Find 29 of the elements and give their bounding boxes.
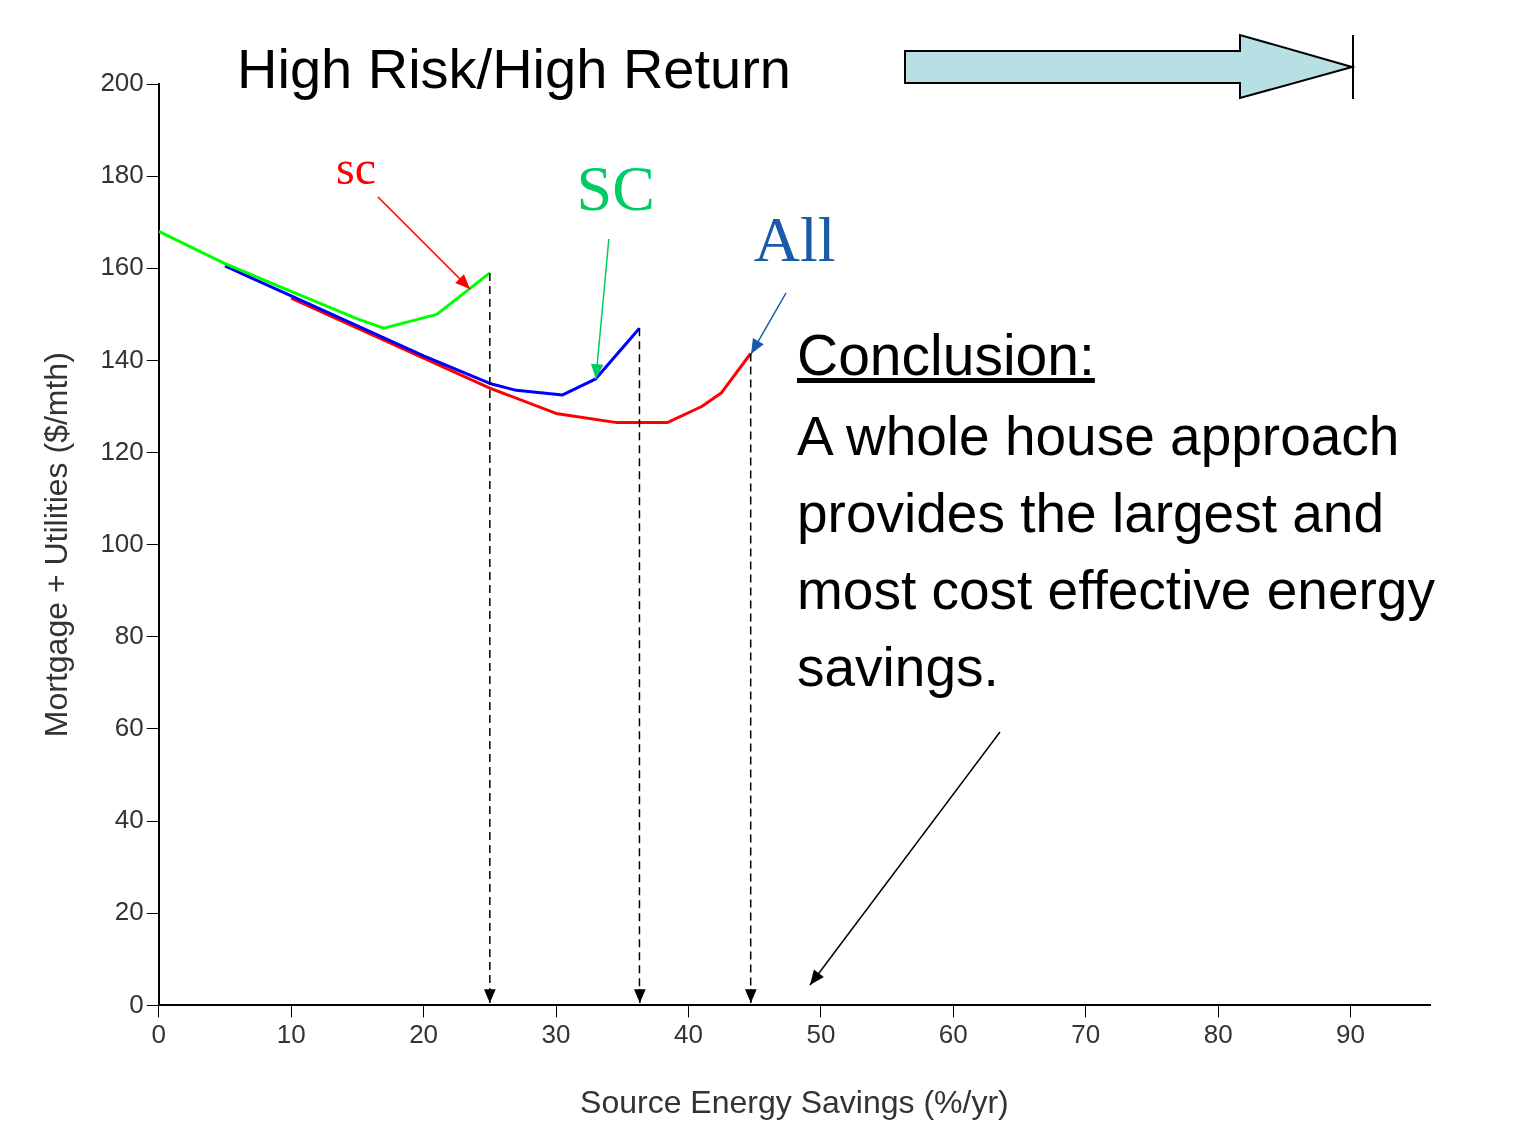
x-tick-label: 70	[1071, 1019, 1101, 1050]
y-tick-label: 160	[100, 251, 144, 282]
annotation: sc	[335, 141, 376, 195]
x-tick-label: 20	[409, 1019, 439, 1050]
y-tick-label: 0	[129, 988, 144, 1019]
x-tick-label: 40	[673, 1019, 703, 1050]
y-tick-label: 120	[100, 435, 144, 466]
annotation: Conclusion:	[797, 322, 1095, 388]
annotation: A whole house approach provides the largest and most cost effective energy savings.	[797, 404, 1436, 700]
y-tick-label: 80	[114, 620, 144, 651]
x-axis-title: Source Energy Savings (%/yr)	[580, 1083, 1009, 1120]
y-tick-label: 180	[100, 159, 144, 190]
y-tick-label: 200	[100, 67, 144, 98]
y-axis-title: Mortgage + Utilities ($/mth)	[38, 352, 75, 738]
x-tick-label: 90	[1336, 1019, 1366, 1050]
y-tick-label: 100	[100, 527, 144, 558]
x-tick-label: 50	[806, 1019, 836, 1050]
x-tick-label: 10	[276, 1019, 306, 1050]
annotation: SC	[576, 152, 655, 224]
x-tick-label: 30	[541, 1019, 571, 1050]
x-tick-label: 60	[938, 1019, 968, 1050]
y-tick-label: 140	[100, 343, 144, 374]
y-tick-label: 20	[114, 896, 144, 927]
annotation: All	[753, 204, 836, 276]
x-tick-label: 80	[1203, 1019, 1233, 1050]
x-tick-label: 0	[151, 1019, 167, 1050]
y-tick-label: 40	[114, 804, 144, 835]
y-tick-label: 60	[114, 712, 144, 743]
annotation: High Risk/High Return	[237, 36, 791, 101]
